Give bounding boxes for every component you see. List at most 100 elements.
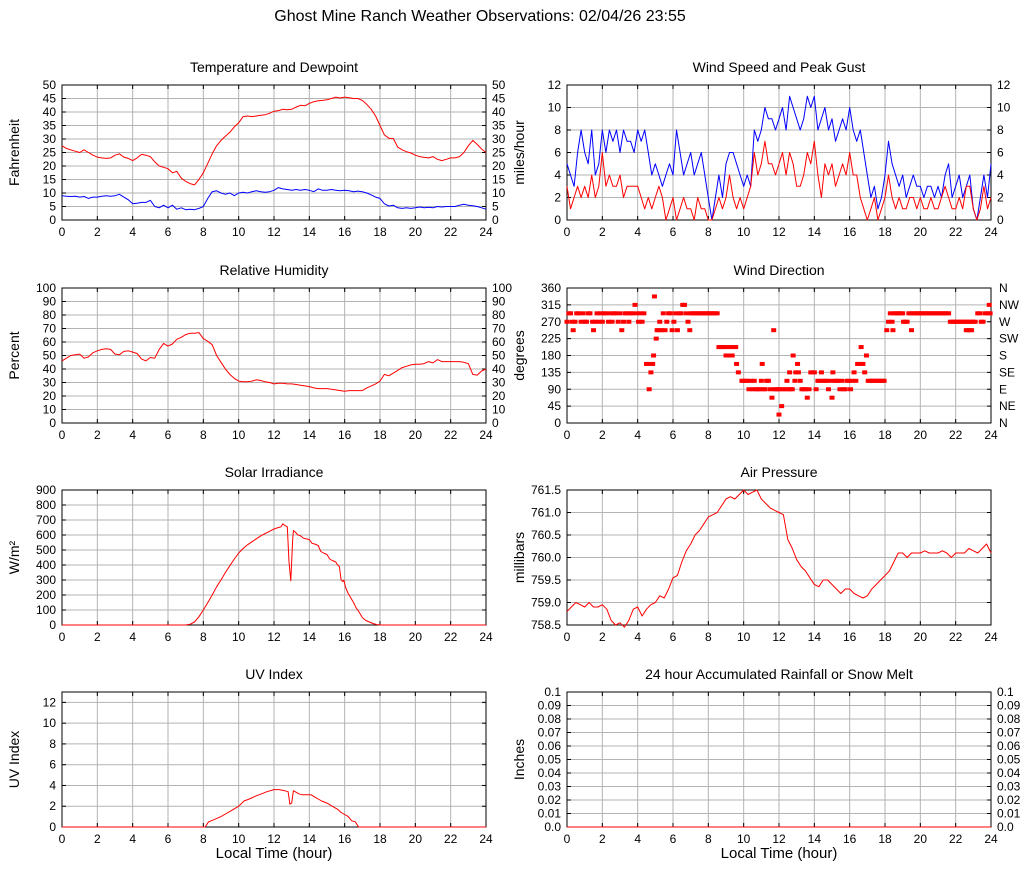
svg-text:50: 50 xyxy=(492,78,506,92)
svg-text:16: 16 xyxy=(843,225,857,239)
svg-text:0: 0 xyxy=(492,416,499,430)
svg-text:12: 12 xyxy=(772,832,786,846)
svg-text:2: 2 xyxy=(94,832,101,846)
svg-text:10: 10 xyxy=(232,630,246,644)
svg-text:16: 16 xyxy=(843,630,857,644)
svg-text:0.04: 0.04 xyxy=(538,766,562,780)
svg-text:14: 14 xyxy=(303,630,317,644)
svg-text:0: 0 xyxy=(554,416,561,430)
svg-text:20: 20 xyxy=(914,225,928,239)
svg-text:0.1: 0.1 xyxy=(997,685,1014,699)
svg-text:0.09: 0.09 xyxy=(997,699,1021,713)
svg-text:NW: NW xyxy=(999,298,1020,312)
svg-text:SW: SW xyxy=(999,332,1019,346)
svg-text:0.04: 0.04 xyxy=(997,766,1021,780)
svg-text:0.07: 0.07 xyxy=(538,726,562,740)
chart-title-uv-index: UV Index xyxy=(245,666,303,682)
svg-text:0: 0 xyxy=(49,416,56,430)
svg-text:18: 18 xyxy=(373,428,387,442)
svg-text:225: 225 xyxy=(541,332,561,346)
svg-text:0.1: 0.1 xyxy=(544,685,561,699)
svg-text:20: 20 xyxy=(43,159,57,173)
svg-text:22: 22 xyxy=(949,832,963,846)
svg-text:22: 22 xyxy=(949,428,963,442)
svg-text:6: 6 xyxy=(670,225,677,239)
svg-text:10: 10 xyxy=(232,832,246,846)
svg-text:8: 8 xyxy=(705,630,712,644)
svg-text:80: 80 xyxy=(492,308,506,322)
svg-text:0.0: 0.0 xyxy=(544,820,561,834)
svg-text:22: 22 xyxy=(444,225,458,239)
svg-text:12: 12 xyxy=(43,695,57,709)
svg-text:4: 4 xyxy=(634,630,641,644)
svg-text:0.08: 0.08 xyxy=(997,712,1021,726)
svg-text:10: 10 xyxy=(43,186,57,200)
svg-text:20: 20 xyxy=(492,159,506,173)
xlabel-local-time-left: Local Time (hour) xyxy=(215,845,333,862)
svg-text:35: 35 xyxy=(43,119,57,133)
chart-title-air-pressure: Air Pressure xyxy=(740,464,818,480)
svg-text:12: 12 xyxy=(267,630,281,644)
svg-text:18: 18 xyxy=(878,428,892,442)
svg-text:200: 200 xyxy=(36,588,56,602)
svg-text:12: 12 xyxy=(997,78,1011,92)
svg-text:70: 70 xyxy=(43,322,57,336)
svg-text:E: E xyxy=(999,382,1007,396)
svg-text:40: 40 xyxy=(492,362,506,376)
svg-text:8: 8 xyxy=(200,428,207,442)
svg-text:0.05: 0.05 xyxy=(997,753,1021,767)
svg-text:180: 180 xyxy=(541,349,561,363)
svg-text:70: 70 xyxy=(492,322,506,336)
page-title: Ghost Mine Ranch Weather Observations: 0… xyxy=(274,8,686,25)
svg-text:400: 400 xyxy=(36,558,56,572)
svg-text:2: 2 xyxy=(94,225,101,239)
svg-text:0: 0 xyxy=(59,630,66,644)
svg-text:10: 10 xyxy=(232,428,246,442)
svg-text:2: 2 xyxy=(599,428,606,442)
svg-text:20: 20 xyxy=(914,428,928,442)
svg-text:759.5: 759.5 xyxy=(531,573,561,587)
svg-text:45: 45 xyxy=(43,92,57,106)
svg-text:90: 90 xyxy=(492,295,506,309)
svg-text:270: 270 xyxy=(541,315,561,329)
svg-text:0.01: 0.01 xyxy=(997,807,1021,821)
svg-text:24: 24 xyxy=(479,225,493,239)
svg-text:22: 22 xyxy=(444,428,458,442)
svg-text:0: 0 xyxy=(49,618,56,632)
svg-text:NE: NE xyxy=(999,399,1016,413)
svg-text:0.02: 0.02 xyxy=(997,793,1021,807)
svg-text:18: 18 xyxy=(878,225,892,239)
svg-text:4: 4 xyxy=(129,428,136,442)
svg-text:315: 315 xyxy=(541,298,561,312)
svg-text:22: 22 xyxy=(444,630,458,644)
svg-text:4: 4 xyxy=(129,630,136,644)
svg-text:35: 35 xyxy=(492,119,506,133)
svg-text:16: 16 xyxy=(338,630,352,644)
svg-text:20: 20 xyxy=(409,832,423,846)
chart-solar-irradiance: 0 2 4 6 8 10 12 14 16 18 20 22 240100200300400500600… xyxy=(36,483,493,644)
svg-text:12: 12 xyxy=(772,225,786,239)
svg-text:24: 24 xyxy=(984,832,998,846)
svg-text:24: 24 xyxy=(479,630,493,644)
svg-text:0: 0 xyxy=(59,225,66,239)
svg-text:0.09: 0.09 xyxy=(538,699,562,713)
svg-text:14: 14 xyxy=(303,832,317,846)
svg-text:4: 4 xyxy=(129,832,136,846)
svg-text:6: 6 xyxy=(165,832,172,846)
svg-text:10: 10 xyxy=(737,428,751,442)
svg-text:10: 10 xyxy=(997,101,1011,115)
svg-text:12: 12 xyxy=(267,225,281,239)
svg-text:760.5: 760.5 xyxy=(531,528,561,542)
svg-text:5: 5 xyxy=(492,200,499,214)
svg-text:20: 20 xyxy=(914,630,928,644)
svg-text:0: 0 xyxy=(554,213,561,227)
svg-text:24: 24 xyxy=(479,428,493,442)
svg-text:60: 60 xyxy=(43,335,57,349)
svg-text:20: 20 xyxy=(409,630,423,644)
svg-text:0.06: 0.06 xyxy=(997,739,1021,753)
svg-text:360: 360 xyxy=(541,281,561,295)
svg-text:5: 5 xyxy=(49,200,56,214)
